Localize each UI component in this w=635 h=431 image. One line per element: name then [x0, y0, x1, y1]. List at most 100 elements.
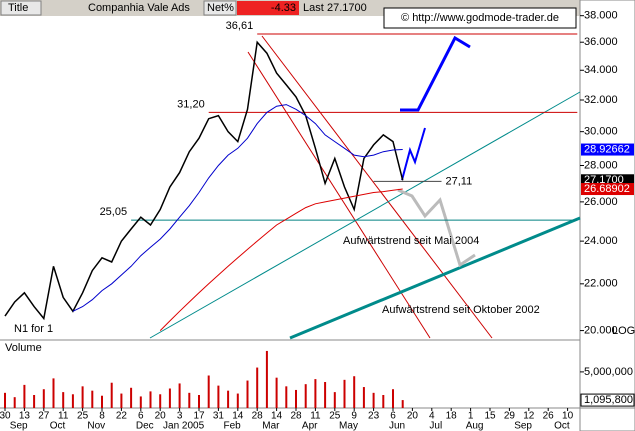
note: N1 for 1 [14, 323, 53, 335]
x-tick-label: 11 [310, 411, 321, 422]
volume-bar [42, 389, 45, 408]
y-tick-label: 30.000 [584, 126, 618, 138]
note: Aufwärtstrend seit Mai 2004 [343, 235, 479, 247]
volume-bar [333, 392, 336, 408]
month-label: Oct [554, 421, 570, 431]
y-tick-label: 34.000 [584, 64, 618, 76]
x-tick-label: 29 [504, 411, 516, 422]
trend-line-thick [289, 216, 581, 340]
channel-line [247, 51, 431, 339]
x-tick-label: 25 [77, 411, 89, 422]
x-tick-label: 12 [523, 411, 535, 422]
net-value: -4.33 [271, 2, 296, 14]
volume-bar [178, 383, 181, 408]
volume-bar [23, 384, 26, 408]
volume-bar [304, 384, 307, 408]
instrument-name: Companhia Vale Ads [88, 2, 190, 14]
y-tick-label: 22.000 [584, 278, 618, 290]
volume-bar [101, 395, 103, 408]
month-label: May [339, 421, 358, 431]
moving-average [159, 188, 403, 331]
y-tick-label: 38.000 [584, 10, 618, 22]
x-tick-label: 20 [155, 411, 167, 422]
x-tick-label: 28 [252, 411, 264, 422]
x-tick-label: 31 [213, 411, 225, 422]
x-tick-label: 9 [351, 411, 357, 422]
volume-bar [382, 395, 385, 408]
x-tick-label: 4 [429, 411, 435, 422]
volume-bar [91, 390, 94, 408]
volume-bar [207, 375, 210, 408]
volume-bar [295, 389, 297, 408]
header: Title Companhia Vale Ads Net% -4.33 Last… [0, 0, 580, 16]
x-tick-label: 25 [329, 411, 341, 422]
price-marker-label: 28.92662 [584, 143, 630, 155]
volume-bar [343, 379, 346, 408]
month-label: Jun [389, 421, 405, 431]
volume-bar [13, 397, 16, 408]
month-label: Jan 2005 [163, 421, 205, 431]
x-tick-label: 27 [38, 411, 50, 422]
x-tick-label: 8 [99, 411, 105, 422]
x-tick-label: 23 [368, 411, 380, 422]
projection-up [400, 35, 471, 112]
volume-bar [130, 387, 133, 408]
y-tick-label: 26.000 [584, 196, 618, 208]
volume-bar [159, 394, 162, 408]
month-label: Feb [223, 421, 241, 431]
price-marker-label: 26.68902 [584, 183, 630, 195]
month-label: Mar [262, 421, 280, 431]
y-tick-label: 28.000 [584, 159, 618, 171]
volume-bar [246, 380, 249, 408]
log-label: LOG [612, 325, 635, 337]
volume-bar [188, 392, 191, 408]
volume-bar [168, 388, 171, 408]
channel-line [261, 35, 493, 339]
net-value-box [237, 1, 299, 15]
month-label: Dec [136, 421, 154, 431]
x-tick-label: 10 [562, 411, 574, 422]
y-tick-label: 24.000 [584, 235, 618, 247]
y-tick-label: 20.000 [584, 324, 618, 336]
month-label: Apr [302, 421, 318, 431]
x-tick-label: 6 [390, 411, 396, 422]
volume-bar [362, 387, 365, 408]
volume-bar [71, 394, 74, 408]
volume-bar [236, 393, 239, 408]
month-label: Sep [514, 421, 532, 431]
title-label: Title [8, 2, 28, 14]
month-label: Nov [87, 421, 105, 431]
volume-bar [52, 378, 55, 408]
volume-bar [265, 350, 268, 408]
volume-bar [401, 400, 404, 408]
x-tick-label: 6 [138, 411, 144, 422]
month-label: Aug [466, 421, 484, 431]
watermark-box [383, 7, 577, 29]
month-label: Sep [10, 421, 28, 431]
y-tick-label: 32.000 [584, 94, 618, 106]
trend-line [149, 91, 581, 339]
x-tick-label: 14 [232, 411, 244, 422]
volume-bar [120, 393, 123, 408]
x-tick-label: 30 [0, 411, 11, 422]
x-tick-label: 17 [193, 411, 205, 422]
volume-tick-label: 5,000,000 [584, 366, 633, 378]
x-tick-label: 14 [271, 411, 283, 422]
volume-bar [33, 395, 36, 408]
price-line [4, 40, 404, 321]
volume-bar [392, 389, 394, 408]
volume-bar [275, 377, 278, 408]
volume-label: Volume [5, 342, 42, 354]
net-label: Net% [207, 2, 234, 14]
price-marker [581, 143, 634, 156]
volume-marker-label: 1,095,800 [584, 394, 633, 406]
volume-bar [256, 367, 259, 408]
x-tick-label: 22 [116, 411, 128, 422]
projection-down [397, 188, 476, 268]
volume-bar [4, 392, 6, 408]
x-tick-label: 1 [468, 411, 474, 422]
price-marker [581, 183, 634, 196]
x-tick-label: 28 [290, 411, 302, 422]
